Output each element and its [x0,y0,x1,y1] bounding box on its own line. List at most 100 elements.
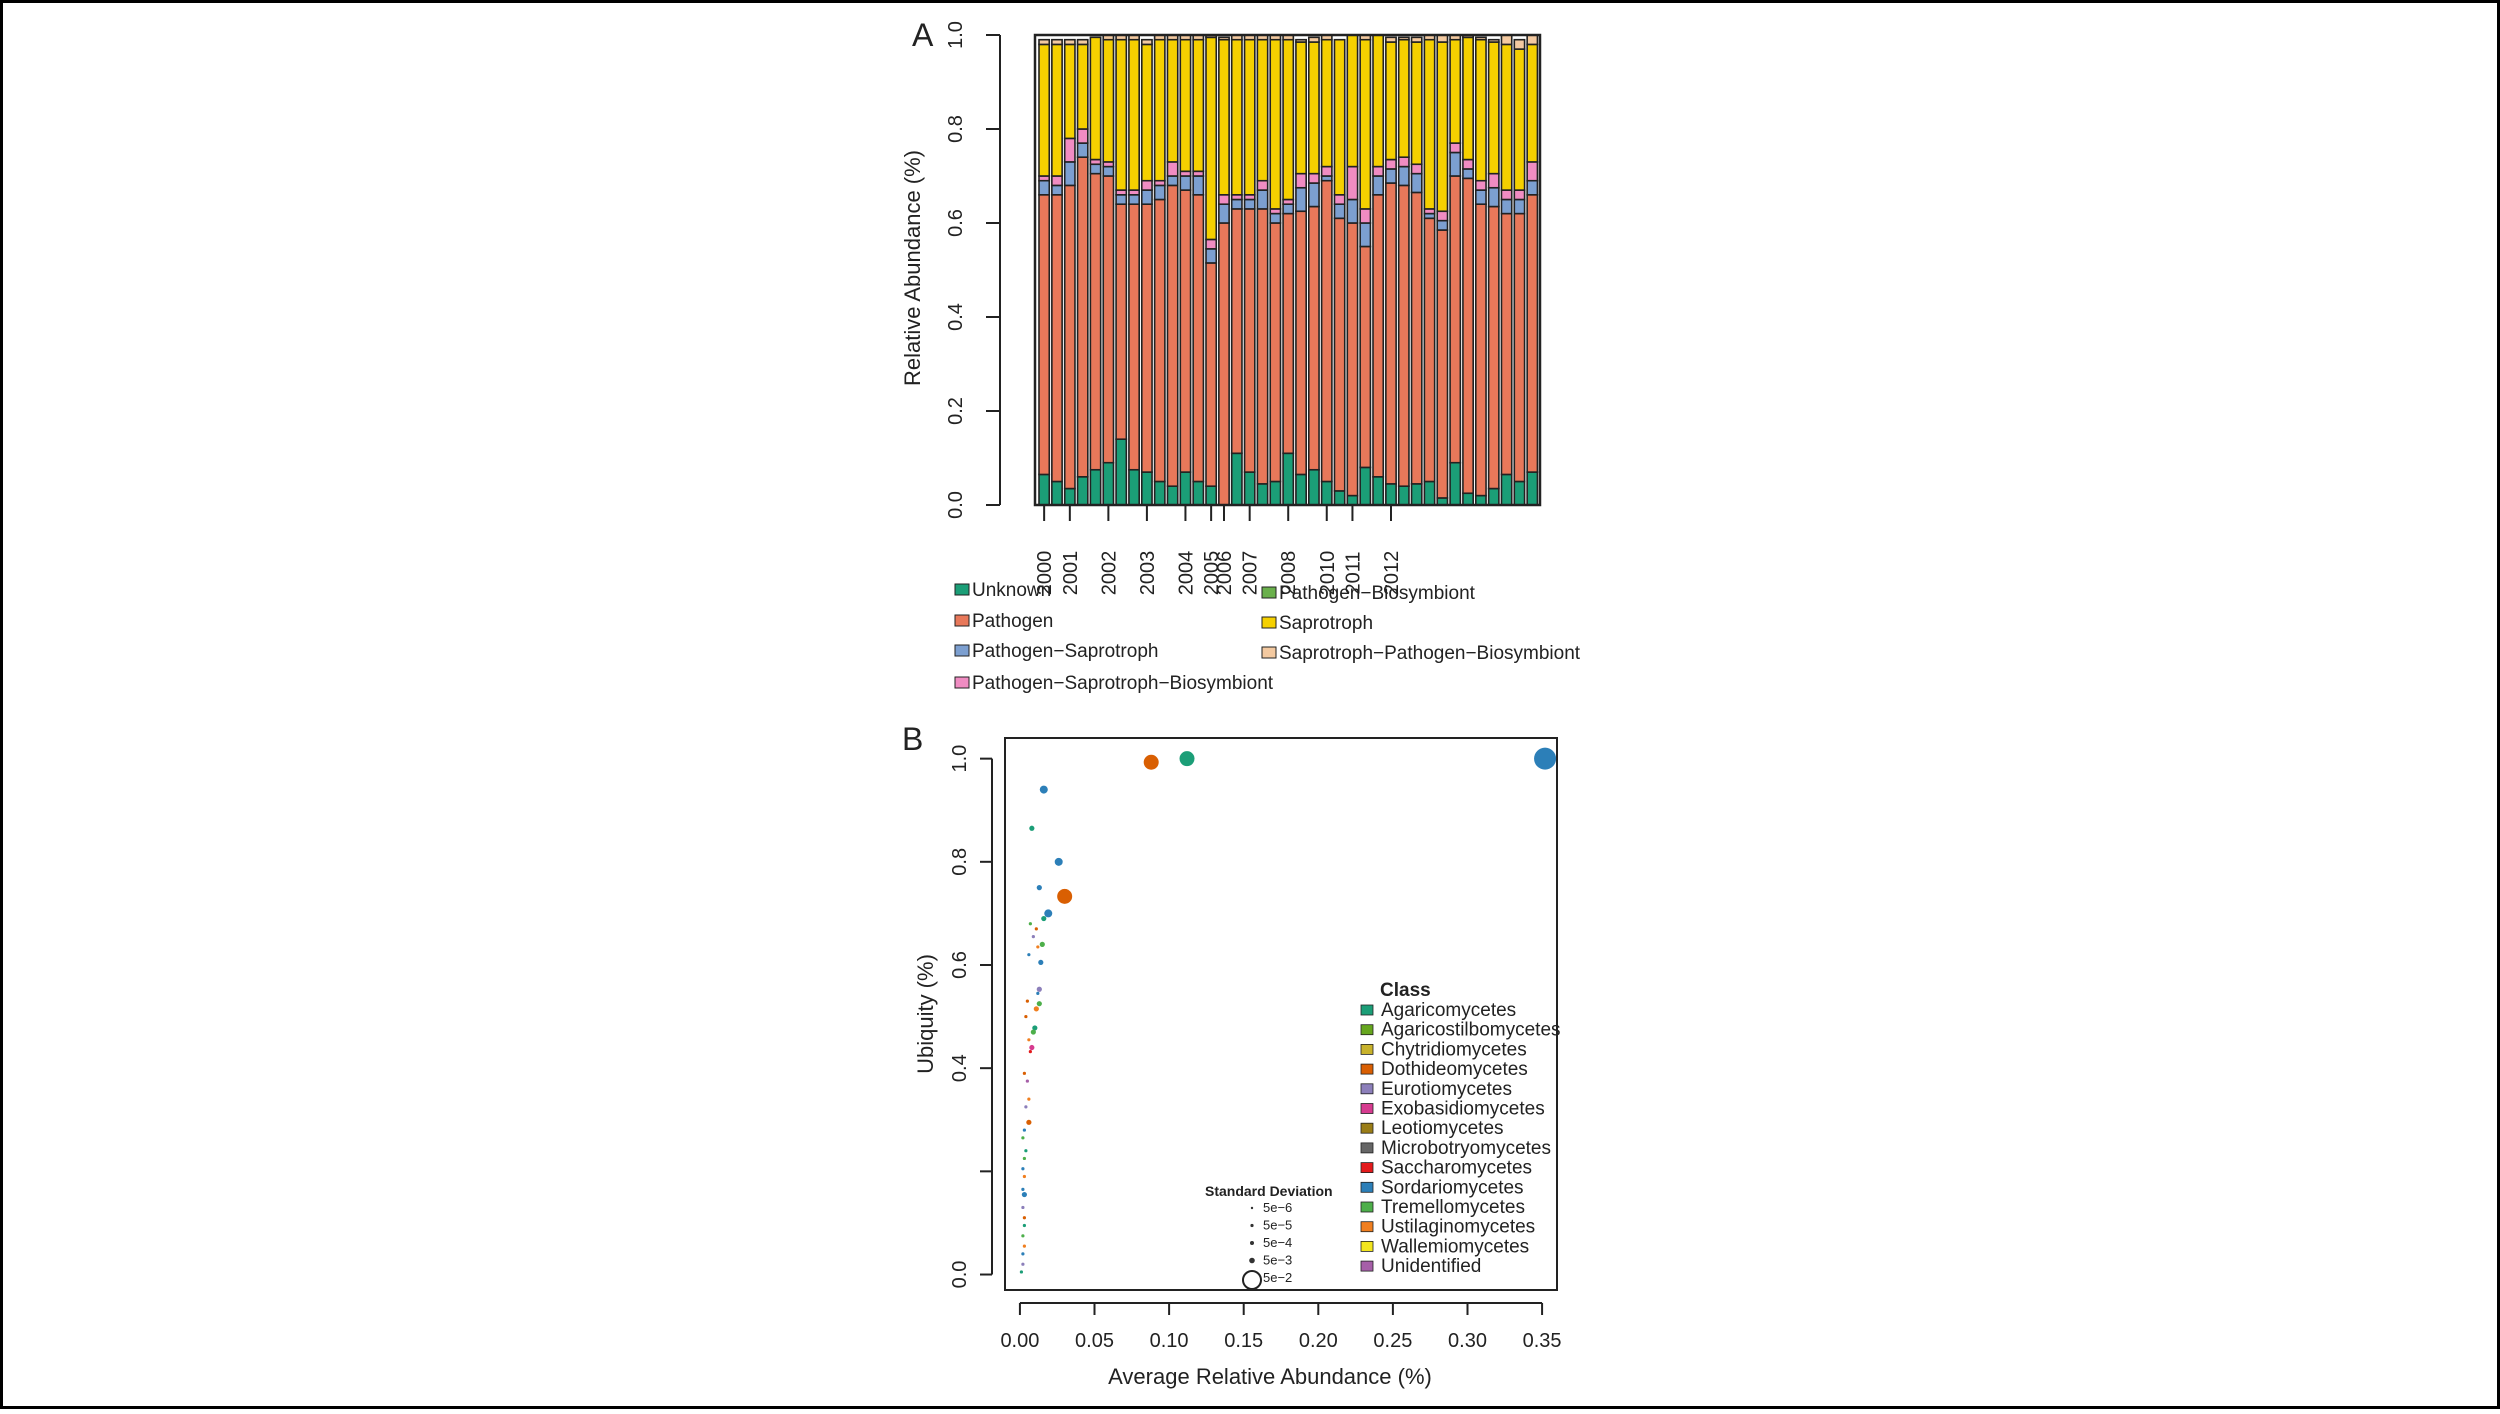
class-legend-label: Eurotiomycetes [1381,1079,1512,1100]
legend-label: Pathogen−Saprotroph−Biosymbiont [972,673,1274,694]
legend-swatch-2 [954,644,970,657]
panel-a-x-tick-label: 2007 [1240,551,1262,596]
scatter-point [1036,991,1040,995]
class-legend-swatch-13 [1360,1260,1374,1272]
panel-b-size-legend: Standard Deviation 5e−6 5e−5 5e−4 5e−3 5e−2 [1205,1183,1333,1290]
scatter-point [1033,1006,1039,1012]
class-legend-swatch-0 [1360,1004,1374,1016]
scatter-point [1021,1234,1025,1238]
scatter-point [1054,857,1063,866]
scatter-point [1034,927,1038,931]
panel-b: B 0.00.40.60.81.0 Ubiquity (%) 0.00 0.05 0… [902,721,1562,1389]
bar-segment-6 [1076,38,1089,46]
class-legend-label: Saccharomycetes [1381,1158,1532,1179]
panel-a-y-tick-label: 0.8 [945,115,967,143]
scatter-point [1038,959,1044,966]
scatter-point [1022,1223,1026,1228]
bar-segment-6 [1218,36,1230,41]
bar-segment-6 [1063,38,1076,46]
scatter-point [1143,754,1159,770]
panel-b-x-tick-label: 0.20 [1299,1330,1338,1352]
bar-segment-6 [1487,38,1500,43]
panel-b-plot-frame [1004,737,1558,1291]
legend-swatch-0 [954,583,970,596]
bar-segment-6 [1397,36,1410,41]
panel-a-x-tick-label: 2005 [1201,551,1223,596]
size-legend-circle [1242,1270,1262,1290]
scatter-point [1021,1191,1027,1198]
scatter-point [1028,1050,1032,1054]
scatter-point [1027,1038,1031,1042]
legend-swatch-4 [1261,586,1277,599]
bar-segment-6 [1051,38,1063,46]
scatter-point [1057,888,1073,904]
panel-b-y-tick-label: 1.0 [949,745,971,773]
scatter-point [1027,953,1031,957]
scatter-point [1021,1187,1025,1192]
size-legend-dot [1249,1257,1255,1264]
scatter-point [1030,1029,1036,1035]
panel-b-x-axis: 0.00 0.05 0.10 0.15 0.20 0.25 0.30 0.35 [1000,1302,1562,1352]
class-legend-label: Microbotryomycetes [1381,1138,1551,1159]
panel-a: A 0.0 0.2 0.4 0.6 0.8 1.0 Relative Abundance … [900,17,1581,694]
class-legend-label: Chytridiomycetes [1381,1039,1527,1060]
panel-b-class-legend: Class AgaricomycetesAgaricostilbomycetes… [1360,980,1561,1277]
class-legend-swatch-2 [1360,1044,1374,1055]
size-legend-label: 5e−6 [1263,1200,1292,1215]
scatter-point [1021,1252,1025,1256]
legend-swatch-3 [954,676,970,689]
scatter-point [1036,945,1040,949]
legend-swatch-5 [1261,616,1277,629]
scatter-point [1021,1262,1025,1266]
size-legend-dot [1250,1206,1254,1210]
bar-segment-5 [1089,36,1102,161]
panel-a-y-tick-label: 0.2 [945,397,967,425]
panel-b-x-tick-label: 0.00 [1000,1330,1039,1352]
scatter-point [1036,986,1042,992]
legend-label: Pathogen−Saprotroph [972,641,1158,662]
scatter-point [1036,885,1042,891]
legend-swatch-6 [1261,646,1277,659]
class-legend-label: Exobasidiomycetes [1381,1099,1545,1120]
class-legend-label: Dothideomycetes [1381,1059,1528,1080]
scatter-point [1024,1014,1028,1019]
panel-a-x-tick-label: 2001 [1060,551,1082,596]
panel-b-y-tick-label: 0.8 [949,848,971,876]
panel-b-x-tick-label: 0.35 [1523,1330,1562,1352]
scatter-point [1031,935,1035,939]
panel-b-y-tick-label: 0.4 [949,1054,971,1082]
scatter-point [1022,1216,1026,1220]
legend-label: Pathogen [972,611,1053,632]
scatter-point [1534,747,1557,770]
panel-b-y-tick-label: 0.0 [949,1261,971,1289]
scatter-point [1022,1174,1026,1179]
panel-a-legend: Unknown Pathogen Pathogen−Saprotroph Pathog… [954,580,1581,694]
scatter-point [1025,1079,1029,1083]
bar-segment-6 [1140,38,1153,46]
class-legend-swatch-1 [1360,1024,1374,1036]
panel-b-x-tick-label: 0.25 [1373,1330,1412,1352]
class-legend-swatch-7 [1360,1142,1374,1154]
size-legend-title: Standard Deviation [1205,1183,1333,1199]
class-legend-label: Ustilaginomycetes [1381,1217,1535,1238]
scatter-point [1026,1119,1032,1125]
class-legend-label: Wallemiomycetes [1381,1236,1529,1257]
class-legend-swatch-5 [1360,1103,1374,1114]
class-legend-label: Unidentified [1381,1256,1481,1277]
panel-b-x-tick-label: 0.05 [1075,1330,1114,1352]
legend-label: Saprotroph [1279,613,1373,634]
bar-segment-5 [1333,38,1346,196]
scatter-point [1019,1270,1024,1274]
scatter-point [1024,1149,1028,1153]
panel-b-x-tick-label: 0.15 [1224,1330,1263,1352]
class-legend-title: Class [1380,980,1431,1001]
bar-segment-6 [1513,38,1526,50]
legend-label: Pathogen−Biosymbiont [1279,583,1476,604]
panel-b-label: B [902,721,923,757]
legend-label: Saprotroph−Pathogen−Biosymbiont [1279,643,1581,664]
panel-a-y-tick-label: 0.4 [945,303,967,331]
scatter-point [1179,751,1195,767]
class-legend-swatch-8 [1360,1162,1374,1173]
